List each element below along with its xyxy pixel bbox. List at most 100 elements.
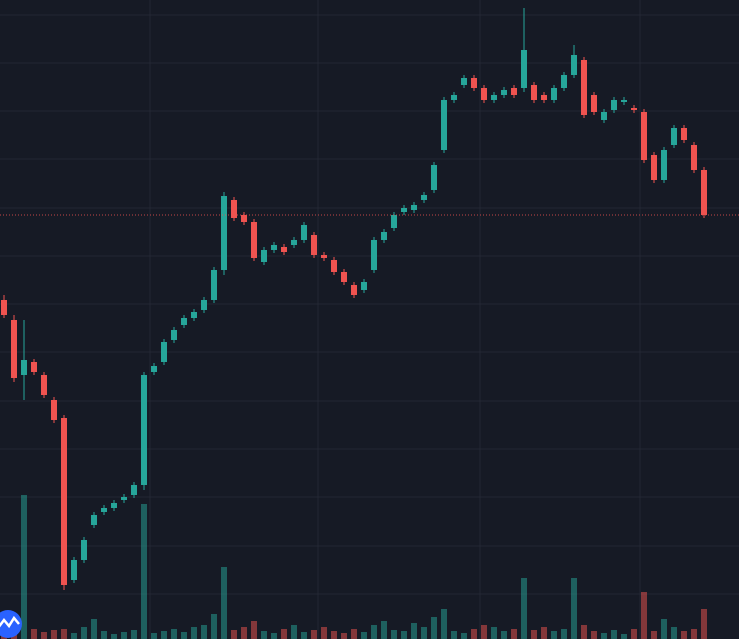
candle-body xyxy=(411,205,417,210)
candle-body xyxy=(271,245,277,250)
volume-bar xyxy=(331,631,337,639)
volume-bar xyxy=(461,633,467,639)
volume-bar xyxy=(701,609,707,639)
volume-bar xyxy=(491,627,497,639)
volume-bar xyxy=(671,627,677,639)
candle-body xyxy=(371,240,377,270)
volume-bar xyxy=(201,625,207,639)
volume-bar xyxy=(381,621,387,639)
candle-body xyxy=(541,95,547,100)
volume-bar xyxy=(91,619,97,639)
volume-bar xyxy=(111,634,117,639)
volume-bar xyxy=(411,623,417,639)
volume-bar xyxy=(591,631,597,639)
candle-body xyxy=(631,108,637,110)
logo-mark xyxy=(0,615,20,629)
candle-body xyxy=(91,515,97,525)
candle-body xyxy=(71,560,77,580)
candle-body xyxy=(421,195,427,200)
candle-body xyxy=(521,50,527,88)
candle-body xyxy=(291,240,297,245)
candle-body xyxy=(111,503,117,508)
candle-body xyxy=(451,95,457,100)
candle-body xyxy=(101,508,107,512)
volume-bar xyxy=(211,614,217,639)
candle-body xyxy=(531,85,537,100)
candle-body xyxy=(1,300,7,315)
candle-body xyxy=(261,250,267,262)
candle-body xyxy=(681,128,687,140)
volume-bar xyxy=(431,617,437,639)
volume-bar xyxy=(541,627,547,639)
candle-body xyxy=(381,232,387,240)
volume-bar xyxy=(161,631,167,639)
candle-body xyxy=(141,375,147,485)
volume-bar xyxy=(471,629,477,639)
candle-body xyxy=(221,196,227,270)
candle-body xyxy=(401,208,407,212)
volume-bar xyxy=(391,630,397,639)
candle-body xyxy=(321,255,327,258)
volume-bar xyxy=(301,632,307,639)
candle-body xyxy=(61,418,67,585)
volume-bar xyxy=(181,632,187,639)
volume-bar xyxy=(441,609,447,639)
volume-bar xyxy=(231,630,237,639)
candle-body xyxy=(81,540,87,560)
volume-bar xyxy=(31,629,37,639)
volume-bar xyxy=(341,633,347,639)
candle-body xyxy=(201,300,207,310)
candle-body xyxy=(281,247,287,252)
candle-body xyxy=(41,375,47,395)
logo xyxy=(0,610,22,638)
candle-body xyxy=(331,260,337,272)
volume-bar xyxy=(501,631,507,639)
candle-body xyxy=(641,112,647,160)
volume-bar xyxy=(271,633,277,639)
candle-body xyxy=(601,112,607,120)
candle-body xyxy=(561,75,567,88)
candle-body xyxy=(211,270,217,300)
volume-bar xyxy=(241,627,247,639)
candle-body xyxy=(431,165,437,190)
candle-body xyxy=(701,170,707,215)
volume-bar xyxy=(171,629,177,639)
candle-body xyxy=(551,88,557,100)
candle-body xyxy=(181,318,187,325)
candle-body xyxy=(611,100,617,110)
candle-body xyxy=(481,88,487,100)
volume-bar xyxy=(511,629,517,639)
candle-body xyxy=(121,497,127,500)
candle-body xyxy=(191,312,197,318)
candle-body xyxy=(491,95,497,100)
volume-bar xyxy=(101,631,107,639)
candle-body xyxy=(341,272,347,282)
candle-body xyxy=(361,282,367,290)
candle-body xyxy=(501,90,507,95)
volume-bar xyxy=(641,592,647,639)
candle-body xyxy=(461,78,467,85)
volume-bar xyxy=(261,631,267,639)
candle-body xyxy=(241,215,247,222)
candle-body xyxy=(301,225,307,240)
plot xyxy=(0,8,739,639)
candle-body xyxy=(571,55,577,75)
volume-bar xyxy=(131,630,137,639)
volume-bar xyxy=(551,631,557,639)
candle-body xyxy=(591,95,597,112)
candle-body xyxy=(651,155,657,180)
candle-body xyxy=(351,285,357,295)
volume-bar xyxy=(601,633,607,639)
candle-body xyxy=(391,215,397,228)
volume-bar xyxy=(281,629,287,639)
candle-body xyxy=(161,342,167,362)
volume-bar xyxy=(611,630,617,639)
volume-bar xyxy=(531,630,537,639)
volume-bar xyxy=(571,578,577,639)
candle-body xyxy=(511,88,517,95)
candle-body xyxy=(621,100,627,102)
candle-body xyxy=(31,362,37,372)
candle-body xyxy=(51,400,57,420)
candle-body xyxy=(691,145,697,170)
candle-body xyxy=(311,235,317,255)
